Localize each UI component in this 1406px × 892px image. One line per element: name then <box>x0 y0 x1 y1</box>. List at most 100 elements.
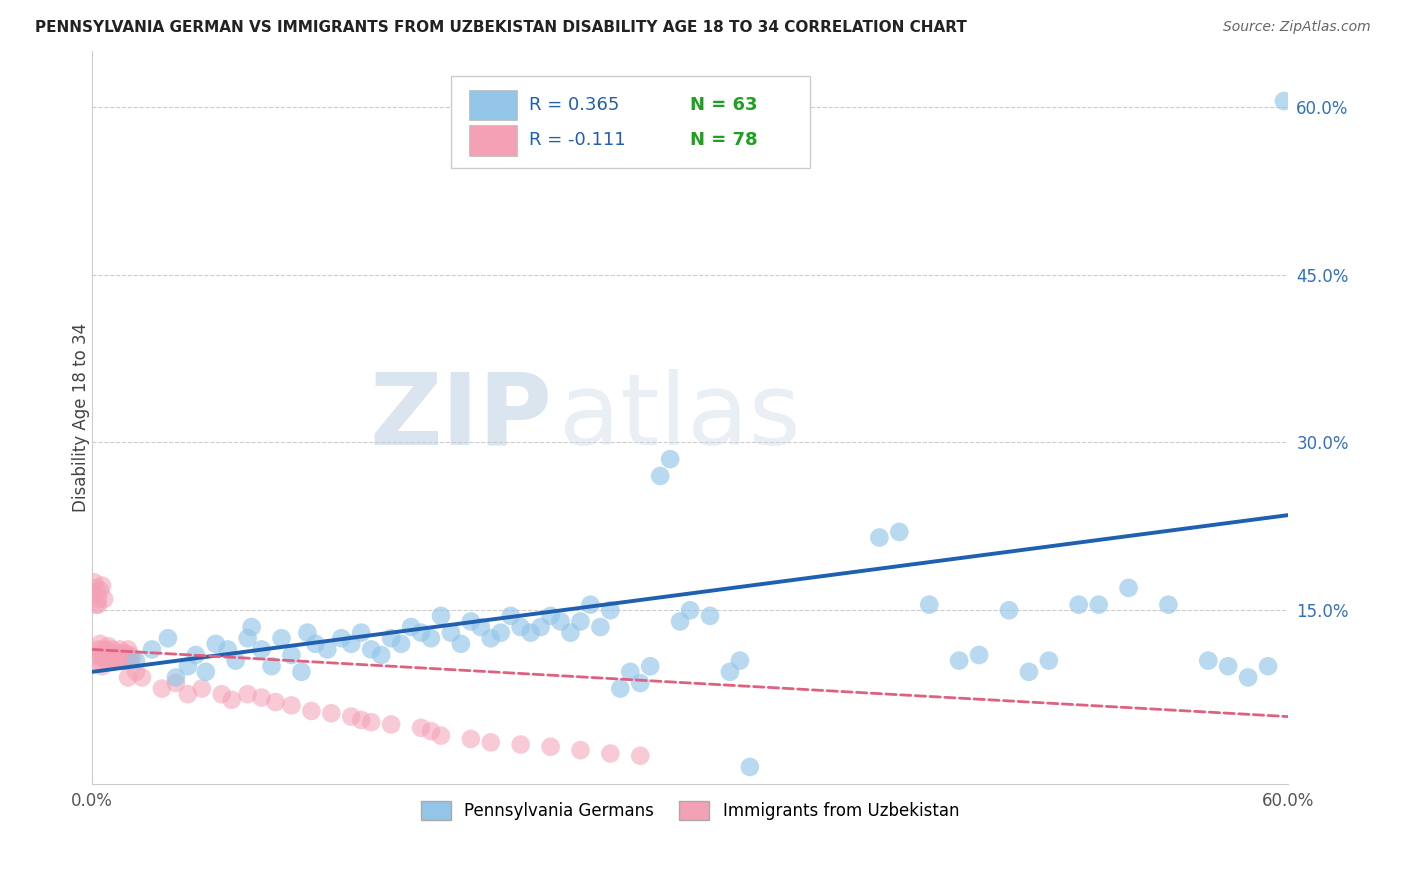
Point <box>1197 654 1219 668</box>
Point <box>150 681 173 696</box>
Text: PENNSYLVANIA GERMAN VS IMMIGRANTS FROM UZBEKISTAN DISABILITY AGE 18 TO 34 CORREL: PENNSYLVANIA GERMAN VS IMMIGRANTS FROM U… <box>35 20 967 35</box>
Point <box>297 625 319 640</box>
Text: N = 78: N = 78 <box>690 131 758 149</box>
Point <box>250 642 273 657</box>
Point <box>87 598 110 612</box>
Point <box>101 650 124 665</box>
Point <box>221 693 243 707</box>
Point <box>87 654 110 668</box>
Text: ZIP: ZIP <box>370 368 553 466</box>
Point <box>389 637 412 651</box>
Text: atlas: atlas <box>558 368 800 466</box>
Point <box>98 646 121 660</box>
Point <box>84 648 107 662</box>
Point <box>1157 598 1180 612</box>
Point <box>1257 659 1279 673</box>
Point <box>360 715 382 730</box>
Point <box>117 670 139 684</box>
Point <box>93 646 115 660</box>
Point <box>84 581 107 595</box>
Point <box>560 625 582 640</box>
Point <box>165 676 187 690</box>
Point <box>659 452 682 467</box>
Point <box>1087 598 1109 612</box>
Point <box>638 659 661 673</box>
Point <box>360 642 382 657</box>
Point <box>111 648 134 662</box>
Text: R = -0.111: R = -0.111 <box>529 131 626 149</box>
Point <box>91 642 114 657</box>
Point <box>250 690 273 705</box>
Legend: Pennsylvania Germans, Immigrants from Uzbekistan: Pennsylvania Germans, Immigrants from Uz… <box>415 794 966 827</box>
Point <box>340 637 363 651</box>
Point <box>236 632 259 646</box>
Point <box>93 650 115 665</box>
Point <box>101 642 124 657</box>
Point <box>217 642 239 657</box>
Point <box>240 620 263 634</box>
Point <box>460 615 482 629</box>
Point <box>280 698 302 713</box>
Point <box>117 650 139 665</box>
Point <box>918 598 941 612</box>
Point <box>519 625 541 640</box>
Text: Source: ZipAtlas.com: Source: ZipAtlas.com <box>1223 20 1371 34</box>
Point <box>118 654 141 668</box>
Point <box>738 760 761 774</box>
Point <box>509 738 531 752</box>
Point <box>93 592 115 607</box>
Point <box>370 648 392 662</box>
Point <box>599 603 621 617</box>
Text: N = 63: N = 63 <box>690 96 758 114</box>
Point <box>141 642 163 657</box>
Point <box>460 731 482 746</box>
Point <box>1038 654 1060 668</box>
Point <box>589 620 612 634</box>
Point <box>409 721 432 735</box>
Point <box>1218 659 1240 673</box>
Point <box>619 665 641 679</box>
Point <box>290 665 312 679</box>
Point <box>420 632 443 646</box>
Point <box>89 637 111 651</box>
Point <box>115 654 138 668</box>
Point <box>89 583 111 598</box>
Point <box>260 659 283 673</box>
Point <box>529 620 551 634</box>
FancyBboxPatch shape <box>468 125 516 155</box>
Point <box>669 615 692 629</box>
Point <box>97 648 120 662</box>
Point <box>430 729 453 743</box>
Point <box>270 632 292 646</box>
Point <box>83 586 105 600</box>
Point <box>87 642 110 657</box>
FancyBboxPatch shape <box>451 77 810 168</box>
Point <box>316 642 339 657</box>
Point <box>650 469 672 483</box>
Point <box>380 632 402 646</box>
Point <box>479 632 502 646</box>
Point <box>948 654 970 668</box>
Point <box>194 665 217 679</box>
Point <box>236 687 259 701</box>
Point <box>105 650 128 665</box>
Point <box>105 646 128 660</box>
Point <box>165 670 187 684</box>
Point <box>340 709 363 723</box>
Point <box>204 637 226 651</box>
Point <box>94 654 117 668</box>
Point <box>540 608 562 623</box>
Point <box>117 642 139 657</box>
Point <box>479 735 502 749</box>
Point <box>108 650 131 665</box>
Point <box>540 739 562 754</box>
Point <box>103 654 125 668</box>
Point <box>112 646 135 660</box>
Point <box>87 592 110 607</box>
Point <box>184 648 207 662</box>
Point <box>107 654 129 668</box>
Point <box>91 659 114 673</box>
Point <box>868 531 890 545</box>
Point <box>399 620 422 634</box>
Point <box>599 747 621 761</box>
